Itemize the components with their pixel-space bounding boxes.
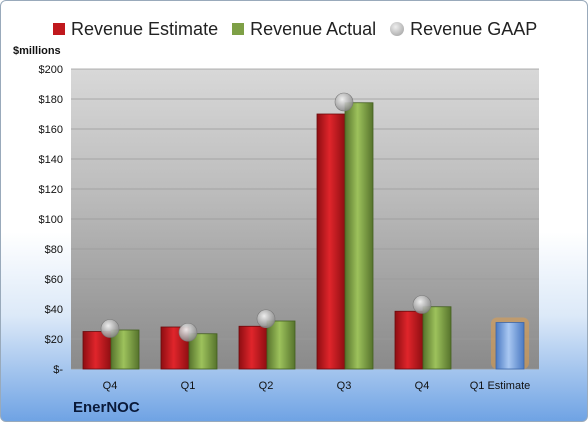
legend-item-estimate: Revenue Estimate [53, 19, 218, 40]
x-tick-label: Q2 [259, 380, 274, 392]
bar-revenue-estimate [394, 310, 424, 370]
chart-legend: Revenue Estimate Revenue Actual Revenue … [53, 18, 551, 40]
y-tick-label: $120 [39, 184, 63, 196]
legend-label-estimate: Revenue Estimate [71, 18, 219, 39]
legend-marker-gaap [390, 22, 405, 36]
marker-revenue-gaap [256, 309, 276, 329]
gridlines [71, 68, 539, 370]
y-tick-label: $160 [39, 124, 63, 136]
y-tick-label: $- [53, 364, 63, 376]
bars [82, 92, 529, 370]
x-axis-ticks: Q4 Q1 Q2 Q3 Q4 Q1 Estimate [103, 380, 531, 392]
legend-item-gaap: Revenue GAAP [390, 19, 537, 40]
marker-revenue-gaap [178, 322, 198, 342]
y-tick-label: $20 [45, 334, 63, 346]
bar-revenue-actual [110, 329, 140, 370]
bar-revenue-estimate [495, 322, 525, 370]
bar-revenue-actual [422, 306, 452, 370]
bar-revenue-actual [266, 320, 296, 370]
y-tick-label: $200 [39, 64, 63, 76]
bar-revenue-estimate [316, 113, 346, 370]
y-tick-label: $140 [39, 154, 63, 166]
legend-label-actual: Revenue Actual [250, 18, 377, 39]
legend-swatch-actual [232, 23, 245, 35]
y-tick-label: $180 [39, 94, 63, 106]
marker-revenue-gaap [100, 319, 120, 338]
bar-revenue-actual [344, 102, 374, 370]
y-axis-ticks: $- $20 $40 $60 $80 $100 $120 $140 $160 $180 $200 [39, 64, 64, 376]
legend-item-actual: Revenue Actual [232, 19, 376, 40]
legend-label-gaap: Revenue GAAP [410, 18, 538, 39]
bar-revenue-estimate [238, 325, 268, 370]
legend-swatch-estimate [53, 23, 65, 35]
x-tick-label: Q4 [415, 380, 430, 392]
y-axis-unit-label: $millions [13, 45, 61, 57]
x-tick-label: Q1 [181, 380, 196, 392]
y-tick-label: $60 [45, 274, 63, 286]
bar-revenue-estimate [82, 331, 112, 370]
x-tick-label: Q1 Estimate [470, 380, 531, 392]
y-tick-label: $40 [45, 304, 63, 316]
x-tick-label: Q3 [337, 380, 352, 392]
marker-revenue-gaap [334, 92, 354, 112]
x-tick-label: Q4 [103, 380, 118, 392]
company-name: EnerNOC [73, 399, 140, 416]
y-tick-label: $80 [45, 244, 63, 256]
y-tick-label: $100 [39, 214, 63, 226]
bar-revenue-actual [188, 333, 218, 370]
marker-revenue-gaap [412, 295, 432, 314]
